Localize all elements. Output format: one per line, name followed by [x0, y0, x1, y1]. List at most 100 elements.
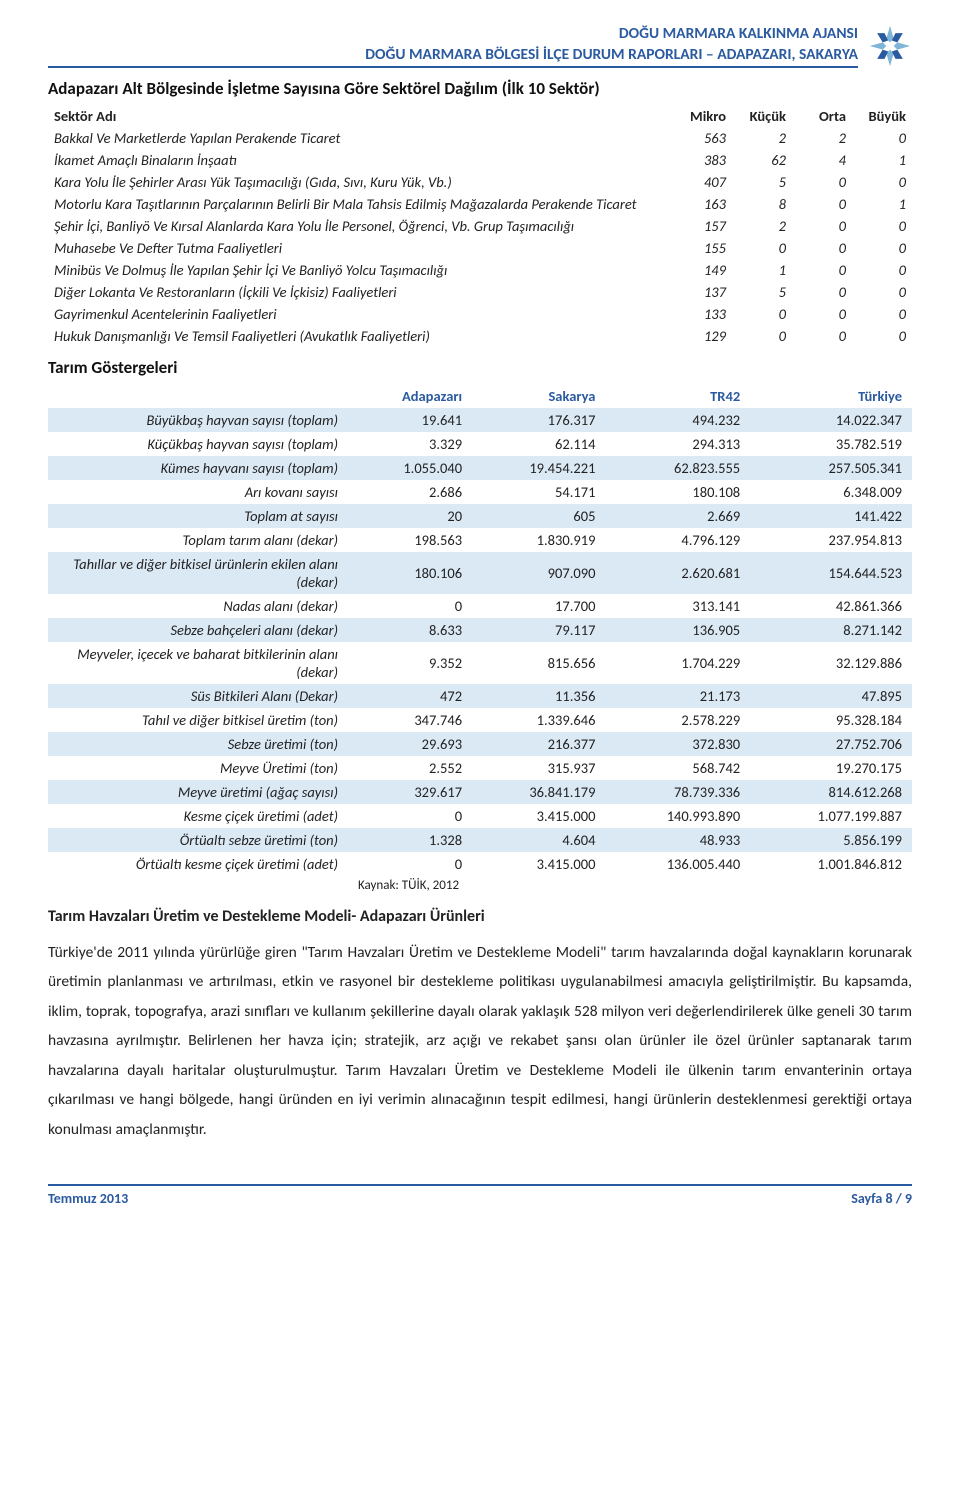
table-row: Örtüaltı sebze üretimi (ton)1.3284.60448…	[48, 828, 912, 852]
agri-row-label: Kesme çiçek üretimi (adet)	[48, 804, 348, 828]
sector-value: 1	[852, 193, 912, 215]
header-doc-title: DOĞU MARMARA BÖLGESİ İLÇE DURUM RAPORLAR…	[48, 45, 858, 68]
agency-logo-icon	[868, 24, 912, 68]
sector-value: 0	[732, 237, 792, 259]
sector-value: 0	[852, 171, 912, 193]
agri-value: 78.739.336	[605, 780, 750, 804]
sector-value: 5	[732, 281, 792, 303]
agri-value: 347.746	[348, 708, 472, 732]
agri-col-adapazari: Adapazarı	[348, 384, 472, 408]
agri-value: 315.937	[472, 756, 605, 780]
table-row: Toplam at sayısı206052.669141.422	[48, 504, 912, 528]
sector-value: 0	[852, 215, 912, 237]
agri-value: 180.106	[348, 552, 472, 594]
sector-table-title: Adapazarı Alt Bölgesinde İşletme Sayısın…	[48, 78, 912, 99]
agri-value: 257.505.341	[750, 456, 912, 480]
sector-name: Minibüs Ve Dolmuş İle Yapılan Şehir İçi …	[48, 259, 672, 281]
agri-value: 198.563	[348, 528, 472, 552]
sector-name: Kara Yolu İle Şehirler Arası Yük Taşımac…	[48, 171, 672, 193]
agri-value: 19.641	[348, 408, 472, 432]
agri-row-label: Küçükbaş hayvan sayısı (toplam)	[48, 432, 348, 456]
agri-value: 0	[348, 804, 472, 828]
sector-value: 0	[792, 281, 852, 303]
sector-value: 563	[672, 127, 732, 149]
sector-value: 62	[732, 149, 792, 171]
table-row: Tahıl ve diğer bitkisel üretim (ton)347.…	[48, 708, 912, 732]
agri-value: 372.830	[605, 732, 750, 756]
header-text: DOĞU MARMARA KALKINMA AJANSI DOĞU MARMAR…	[48, 24, 858, 68]
table-row: Örtüaltı kesme çiçek üretimi (adet)03.41…	[48, 852, 912, 876]
agri-row-label: Meyve üretimi (ağaç sayısı)	[48, 780, 348, 804]
sector-name: Hukuk Danışmanlığı Ve Temsil Faaliyetler…	[48, 325, 672, 347]
sector-name: Motorlu Kara Taşıtlarının Parçalarının B…	[48, 193, 672, 215]
agri-value: 176.317	[472, 408, 605, 432]
agri-value: 8.271.142	[750, 618, 912, 642]
agri-value: 42.861.366	[750, 594, 912, 618]
agri-value: 0	[348, 594, 472, 618]
agri-value: 2.686	[348, 480, 472, 504]
sector-value: 0	[792, 215, 852, 237]
sector-value: 155	[672, 237, 732, 259]
sector-value: 1	[732, 259, 792, 281]
sector-value: 0	[852, 281, 912, 303]
sector-name: Diğer Lokanta Ve Restoranların (İçkili V…	[48, 281, 672, 303]
table-row: İkamet Amaçlı Binaların İnşaatı3836241	[48, 149, 912, 171]
agri-col-blank	[48, 384, 348, 408]
sector-value: 0	[792, 193, 852, 215]
table-row: Arı kovanı sayısı2.68654.171180.1086.348…	[48, 480, 912, 504]
agri-value: 3.415.000	[472, 852, 605, 876]
agri-value: 472	[348, 684, 472, 708]
agri-value: 8.633	[348, 618, 472, 642]
agri-value: 47.895	[750, 684, 912, 708]
table-row: Kesme çiçek üretimi (adet)03.415.000140.…	[48, 804, 912, 828]
sector-value: 0	[792, 325, 852, 347]
agri-value: 294.313	[605, 432, 750, 456]
agri-value: 32.129.886	[750, 642, 912, 684]
sector-value: 0	[792, 237, 852, 259]
agri-row-label: Meyve Üretimi (ton)	[48, 756, 348, 780]
agri-row-label: Sebze üretimi (ton)	[48, 732, 348, 756]
sector-value: 383	[672, 149, 732, 171]
agri-value: 494.232	[605, 408, 750, 432]
agri-value: 20	[348, 504, 472, 528]
sector-value: 0	[792, 259, 852, 281]
sector-name: Şehir İçi, Banliyö Ve Kırsal Alanlarda K…	[48, 215, 672, 237]
agri-value: 237.954.813	[750, 528, 912, 552]
agri-row-label: Kümes hayvanı sayısı (toplam)	[48, 456, 348, 480]
header-org: DOĞU MARMARA KALKINMA AJANSI	[48, 24, 858, 45]
agri-value: 2.578.229	[605, 708, 750, 732]
agri-value: 19.270.175	[750, 756, 912, 780]
agri-value: 5.856.199	[750, 828, 912, 852]
agri-value: 4.796.129	[605, 528, 750, 552]
sector-value: 157	[672, 215, 732, 237]
sector-value: 133	[672, 303, 732, 325]
agri-value: 568.742	[605, 756, 750, 780]
model-title: Tarım Havzaları Üretim ve Destekleme Mod…	[48, 907, 912, 926]
agri-value: 48.933	[605, 828, 750, 852]
table-row: Meyve üretimi (ağaç sayısı)329.61736.841…	[48, 780, 912, 804]
agri-value: 1.077.199.887	[750, 804, 912, 828]
agri-value: 6.348.009	[750, 480, 912, 504]
sector-name: Muhasebe Ve Defter Tutma Faaliyetleri	[48, 237, 672, 259]
agri-row-label: Toplam at sayısı	[48, 504, 348, 528]
sector-value: 0	[792, 171, 852, 193]
col-sektor-adi: Sektör Adı	[48, 105, 672, 127]
table-row: Motorlu Kara Taşıtlarının Parçalarının B…	[48, 193, 912, 215]
table-row: Kara Yolu İle Şehirler Arası Yük Taşımac…	[48, 171, 912, 193]
agri-col-turkiye: Türkiye	[750, 384, 912, 408]
agri-value: 313.141	[605, 594, 750, 618]
agri-row-label: Arı kovanı sayısı	[48, 480, 348, 504]
table-row: Sebze bahçeleri alanı (dekar)8.63379.117…	[48, 618, 912, 642]
sector-value: 2	[792, 127, 852, 149]
table-row: Küçükbaş hayvan sayısı (toplam)3.32962.1…	[48, 432, 912, 456]
agri-value: 140.993.890	[605, 804, 750, 828]
agri-value: 95.328.184	[750, 708, 912, 732]
agri-value: 14.022.347	[750, 408, 912, 432]
table-row: Diğer Lokanta Ve Restoranların (İçkili V…	[48, 281, 912, 303]
agri-col-tr42: TR42	[605, 384, 750, 408]
table-row: Sebze üretimi (ton)29.693216.377372.8302…	[48, 732, 912, 756]
agri-value: 27.752.706	[750, 732, 912, 756]
col-kucuk: Küçük	[732, 105, 792, 127]
sector-name: Gayrimenkul Acentelerinin Faaliyetleri	[48, 303, 672, 325]
agri-value: 11.356	[472, 684, 605, 708]
